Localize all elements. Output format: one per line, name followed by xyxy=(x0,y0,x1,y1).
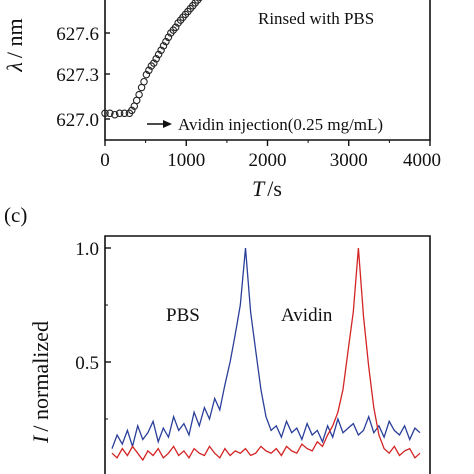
data-point xyxy=(142,70,151,79)
x-label-symbol: T xyxy=(252,176,266,201)
series-label-pbs: PBS xyxy=(166,305,200,326)
injection-arrow xyxy=(147,120,172,128)
panel-b: 0 1000 2000 3000 4000 627.6 627.3 627.0 … xyxy=(2,0,441,201)
series-line-pbs xyxy=(111,247,421,449)
series-label-avidin: Avidin xyxy=(281,305,333,326)
data-point xyxy=(154,50,163,59)
data-point xyxy=(162,37,170,46)
data-point xyxy=(150,59,158,67)
panel-b-x-ticks: 0 1000 2000 3000 4000 xyxy=(100,140,441,171)
annotation-rinsed: Rinsed with PBS xyxy=(258,9,374,28)
y-tick-label: 627.3 xyxy=(56,65,99,86)
data-point xyxy=(145,66,153,75)
data-point xyxy=(120,109,129,118)
series-line-avidin xyxy=(111,247,421,462)
x-tick-label: 3000 xyxy=(330,150,368,171)
y-tick-label: 627.0 xyxy=(56,110,99,131)
panel-c-label: (c) xyxy=(4,203,27,227)
panel-c-axes xyxy=(104,235,431,474)
panel-b-x-label: T/s xyxy=(252,176,282,201)
annotation-injection: Avidin injection(0.25 mg/mL) xyxy=(178,115,383,134)
x-tick-label: 2000 xyxy=(249,150,287,171)
x-tick-label: 1000 xyxy=(167,150,205,171)
svg-text:I/ normalized: I / normalized xyxy=(28,321,53,444)
panel-c-y-ticks: 1.0 0.5 xyxy=(75,239,111,420)
x-label-unit: /s xyxy=(267,176,282,201)
y-label-unit: / normalized xyxy=(28,321,53,432)
x-tick-label: 0 xyxy=(100,150,110,171)
svg-text:λ/ nm: λ / nm xyxy=(2,18,27,72)
y-label-unit: / nm xyxy=(2,18,27,58)
data-point xyxy=(128,106,136,115)
panel-c-y-label: I / normalized xyxy=(28,321,53,444)
y-label-symbol: λ xyxy=(2,62,27,73)
data-point xyxy=(164,33,173,42)
data-point xyxy=(171,23,180,32)
data-point xyxy=(140,77,148,86)
data-point xyxy=(193,0,202,4)
data-point xyxy=(152,55,160,63)
x-tick-label: 4000 xyxy=(403,150,441,171)
panel-b-data-points xyxy=(101,0,203,119)
y-tick-label: 1.0 xyxy=(75,239,99,260)
data-point xyxy=(135,90,143,99)
data-point xyxy=(106,109,114,118)
data-point xyxy=(159,42,168,50)
y-tick-label: 627.6 xyxy=(56,24,99,45)
panel-b-y-label: λ / nm xyxy=(2,18,27,72)
panel-b-y-ticks: 627.6 627.3 627.0 xyxy=(56,24,110,131)
data-point xyxy=(115,109,124,118)
panel-c: (c) 1.0 0.5 I / normalized PBS Avidin xyxy=(4,203,431,474)
y-tick-label: 0.5 xyxy=(75,353,99,374)
y-label-symbol: I xyxy=(28,434,53,444)
data-point xyxy=(157,46,165,54)
data-point xyxy=(111,110,119,119)
data-point xyxy=(101,109,109,118)
